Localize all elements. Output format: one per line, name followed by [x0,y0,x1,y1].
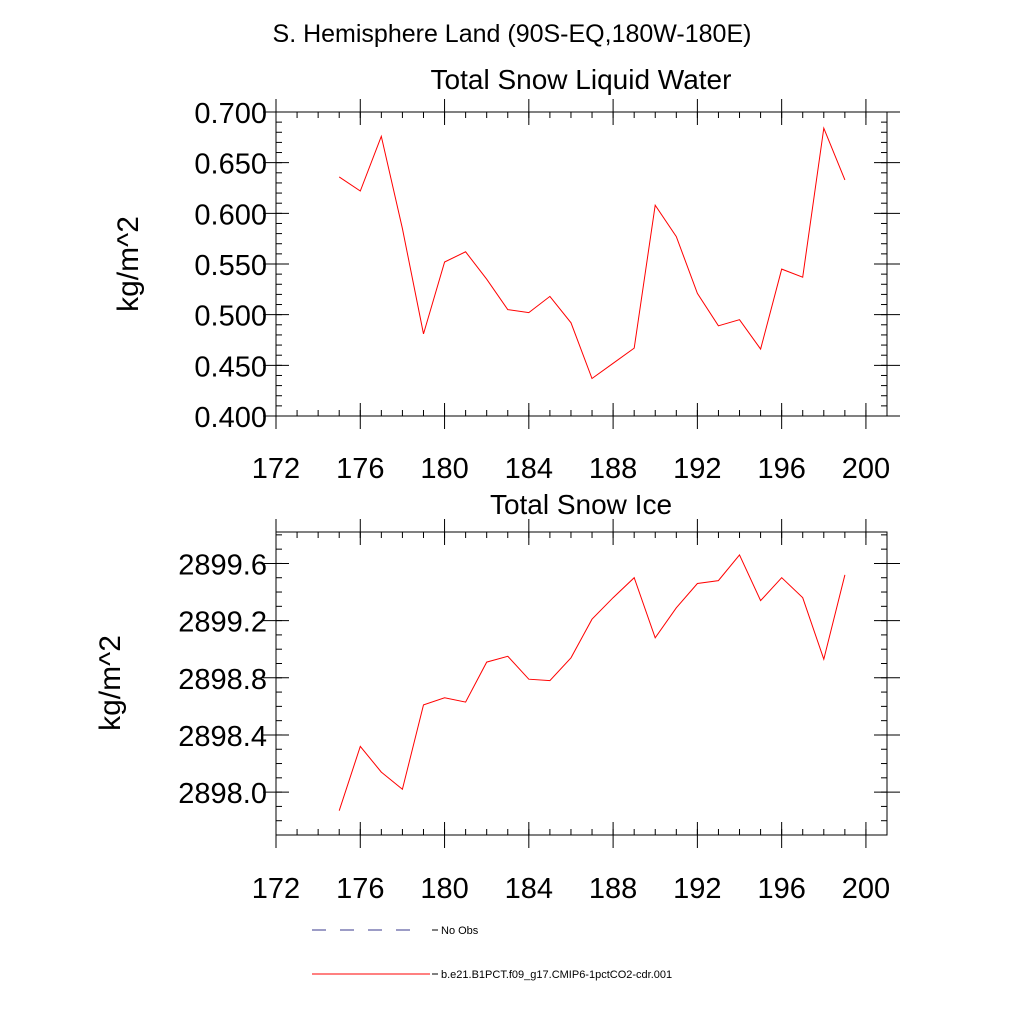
x-ticks: 172 176 180 184 188 192 196 200 [252,519,890,905]
x-tick-label: 172 [252,453,300,485]
y-tick-label: 0.500 [194,301,267,333]
chart-panel-snow-ice: Total Snow Ice kg/m^2 2898.0 2898.4 2898.8… [94,489,900,905]
y-tick-label: 2899.2 [178,607,267,639]
legend-item-no-obs: No Obs [312,925,479,937]
chart-panel-snow-liquid-water: Total Snow Liquid Water kg/m^2 0.400 0.45… [112,64,900,485]
y-axis-label: kg/m^2 [94,635,127,731]
x-ticks: 172 176 180 184 188 192 196 200 [252,99,890,485]
x-tick-label: 192 [673,453,721,485]
x-tick-label: 180 [420,453,468,485]
legend-label: b.e21.B1PCT.f09_g17.CMIP6-1pctCO2-cdr.00… [441,969,672,981]
x-tick-label: 176 [336,873,384,905]
x-tick-label: 192 [673,873,721,905]
series-lines [338,553,846,811]
y-ticks: 2898.0 2898.4 2898.8 2899.2 2899.6 [178,534,900,836]
x-tick-label: 200 [842,873,890,905]
series-lines [338,126,846,380]
x-tick-label: 196 [757,873,805,905]
y-tick-label: 2898.4 [178,721,267,753]
y-tick-label: 0.550 [194,250,267,282]
y-tick-label: 0.450 [194,351,267,383]
page-title: S. Hemisphere Land (90S-EQ,180W-180E) [273,20,752,48]
legend-item-model-run: b.e21.B1PCT.f09_g17.CMIP6-1pctCO2-cdr.00… [312,969,672,981]
x-tick-label: 188 [589,453,637,485]
plot-frame [275,531,888,836]
chart-title: Total Snow Ice [490,489,672,520]
series-line [338,553,846,811]
x-tick-label: 180 [420,873,468,905]
plot-frame [275,111,888,417]
y-tick-label: 0.600 [194,199,267,231]
series-line [338,126,846,380]
x-tick-label: 176 [336,453,384,485]
chart-title: Total Snow Liquid Water [431,64,732,95]
y-tick-label: 2898.8 [178,664,267,696]
legend: No Obs b.e21.B1PCT.f09_g17.CMIP6-1pctCO2… [312,925,672,981]
y-tick-label: 0.700 [194,98,267,130]
x-tick-label: 196 [757,453,805,485]
y-axis-label: kg/m^2 [112,216,145,312]
y-tick-label: 2899.6 [178,549,267,581]
legend-label: No Obs [441,925,479,937]
y-tick-label: 2898.0 [178,778,267,810]
x-tick-label: 184 [505,453,553,485]
y-tick-label: 0.400 [194,402,267,434]
x-tick-label: 188 [589,873,637,905]
x-tick-label: 172 [252,873,300,905]
x-tick-label: 200 [842,453,890,485]
y-ticks: 0.400 0.450 0.500 0.550 0.600 0.650 0.700 [194,98,900,434]
y-tick-label: 0.650 [194,149,267,181]
x-tick-label: 184 [505,873,553,905]
